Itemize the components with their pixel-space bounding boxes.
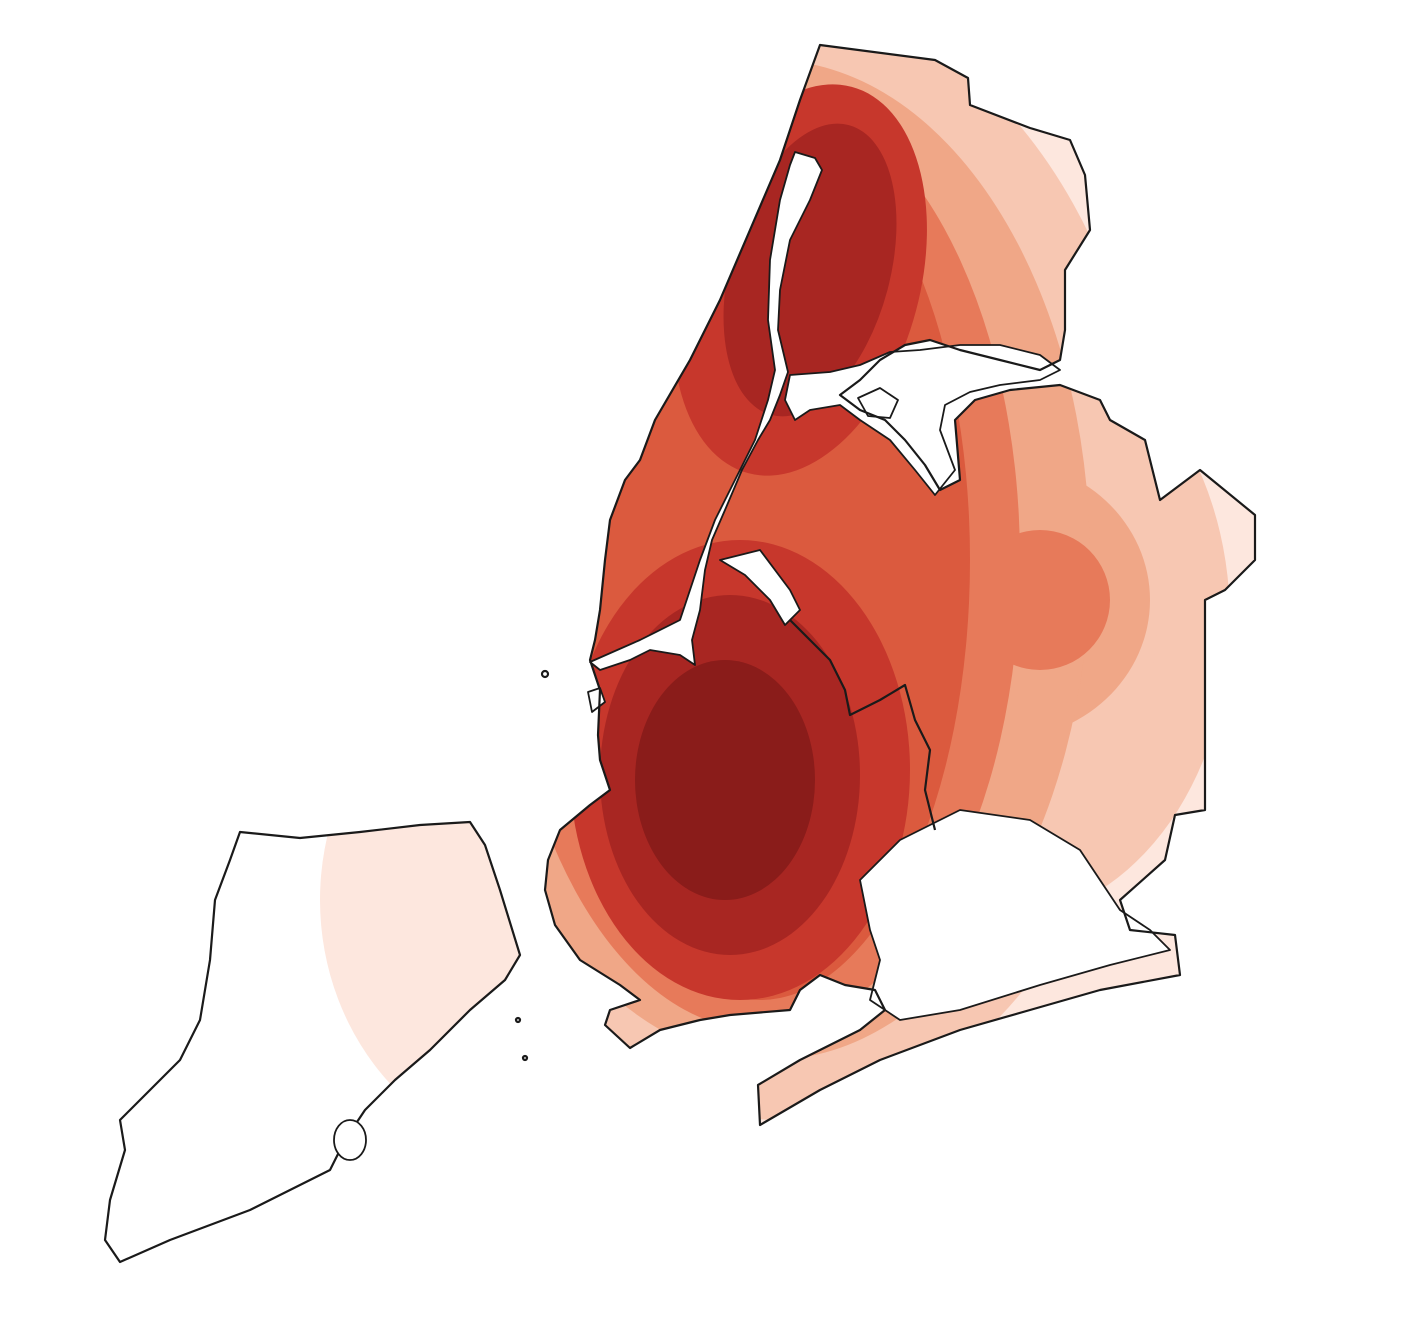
borough-outlines [103, 43, 1257, 1264]
staten-small-lake [333, 1119, 367, 1161]
outline-staten-island [103, 820, 522, 1264]
outline-brooklyn-queens-border [789, 619, 937, 831]
water-bodies [587, 151, 1171, 1021]
outline-mainland [543, 43, 1257, 1127]
